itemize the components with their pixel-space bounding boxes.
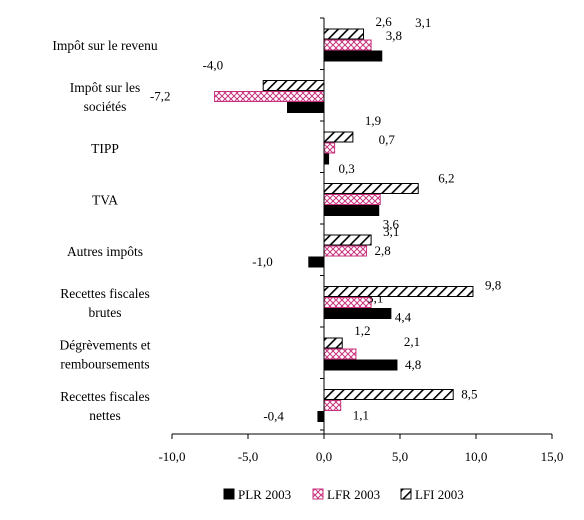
category-label: sociétés (84, 99, 127, 114)
category-label: Recettes fiscales (60, 286, 150, 301)
bar-plr-2003-1 (287, 102, 325, 113)
x-tick-label: 10,0 (465, 449, 488, 464)
bar-lfr-2003-2 (323, 142, 336, 154)
bar-lfr-2003-4 (323, 245, 368, 257)
data-label: 4,8 (405, 357, 421, 372)
bar-plr-2003-5 (323, 308, 392, 319)
data-label: 1,1 (353, 408, 369, 423)
bar-lfi-2003-1 (262, 80, 325, 91)
bar-lfi-2003-0 (323, 28, 365, 40)
data-label: 8,5 (461, 387, 477, 402)
data-label: -1,0 (252, 254, 273, 269)
category-label: brutes (89, 305, 122, 320)
data-label: 3,8 (386, 28, 402, 43)
bar-lfi-2003-7 (323, 389, 454, 400)
data-label: 2,8 (375, 243, 391, 258)
bar-lfi-2003-4 (323, 234, 372, 246)
bar-lfr-2003-7 (323, 400, 342, 411)
category-label: Dégrèvements et (59, 338, 150, 353)
bar-lfr-2003-0 (323, 39, 372, 51)
legend-swatch (312, 488, 324, 500)
category-label: TIPP (91, 141, 119, 156)
data-label: 2,6 (376, 14, 393, 29)
legend-label: LFR 2003 (327, 487, 380, 502)
legend-label: LFI 2003 (415, 487, 464, 502)
x-tick-label: -10,0 (158, 449, 185, 464)
data-label: 6,2 (438, 171, 454, 186)
category-label: nettes (89, 408, 121, 423)
data-label: 1,2 (354, 323, 370, 338)
category-label: Impôt sur le revenu (52, 38, 158, 53)
category-label: remboursements (60, 357, 149, 372)
data-label: -0,4 (263, 409, 284, 424)
bar-lfi-2003-3 (323, 183, 419, 194)
bar-lfr-2003-6 (323, 348, 357, 360)
bar-lfr-2003-5 (323, 297, 372, 308)
legend-swatch (223, 488, 235, 500)
bar-lfi-2003-5 (323, 286, 474, 297)
data-label: 0,7 (379, 132, 396, 147)
x-tick-label: 15,0 (541, 449, 564, 464)
x-tick-label: 0,0 (316, 449, 332, 464)
category-label: Autres impôts (67, 244, 143, 259)
legend-swatch (400, 488, 412, 500)
category-label: Recettes fiscales (60, 389, 150, 404)
category-label: TVA (92, 193, 118, 208)
bar-plr-2003-3 (323, 205, 380, 216)
data-label: -7,2 (150, 89, 171, 104)
bar-lfi-2003-6 (323, 337, 343, 349)
bar-plr-2003-2 (323, 153, 330, 165)
x-tick-label: -5,0 (238, 449, 259, 464)
legend-label: PLR 2003 (238, 487, 291, 502)
category-label: Impôt sur les (70, 80, 141, 95)
data-label: 0,3 (339, 161, 355, 176)
bar-plr-2003-4 (308, 256, 325, 268)
bar-plr-2003-7 (317, 411, 325, 422)
data-label: -4,0 (203, 58, 224, 73)
data-label: 2,1 (404, 334, 420, 349)
x-tick-label: 5,0 (392, 449, 408, 464)
bar-lfi-2003-2 (323, 131, 354, 143)
data-label: 4,4 (395, 310, 412, 325)
data-label: 3,1 (415, 15, 431, 30)
bar-plr-2003-0 (323, 50, 383, 62)
data-label: 9,8 (485, 278, 501, 293)
data-label: 3,6 (383, 217, 400, 232)
data-label: 3,1 (383, 224, 399, 239)
bar-lfr-2003-1 (214, 91, 325, 102)
data-label: 1,9 (365, 113, 381, 128)
bar-lfr-2003-3 (323, 194, 381, 205)
bar-plr-2003-6 (323, 359, 398, 371)
